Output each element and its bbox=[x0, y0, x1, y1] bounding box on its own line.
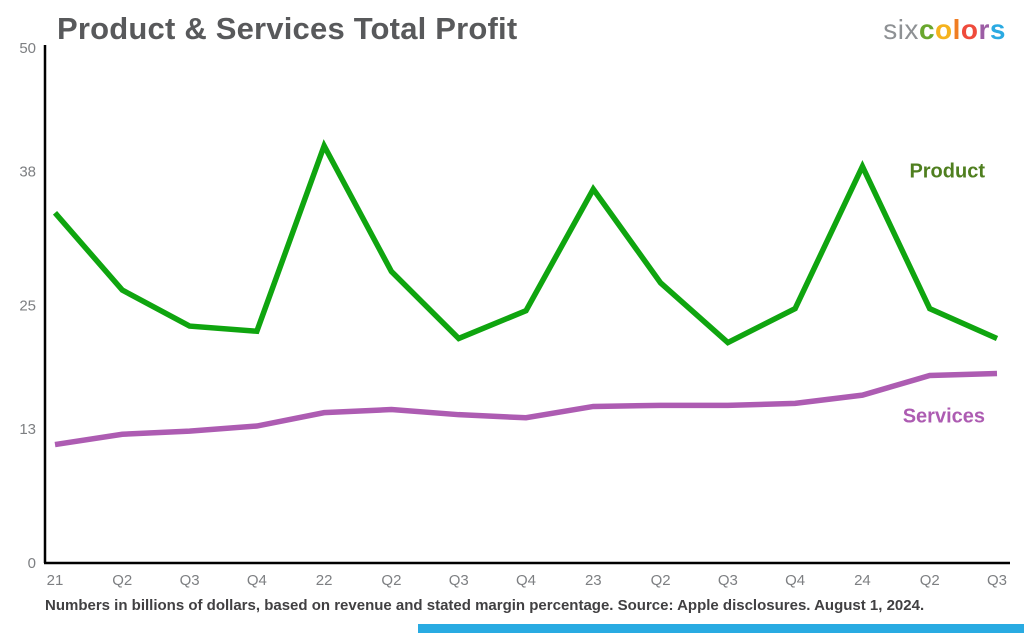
product-series-label: Product bbox=[909, 161, 985, 183]
x-tick-label: 21 bbox=[47, 572, 64, 589]
y-tick-label: 38 bbox=[19, 164, 36, 181]
brand-stripe bbox=[418, 624, 1024, 633]
y-tick-label: 50 bbox=[19, 40, 36, 57]
y-tick-label: 0 bbox=[28, 555, 36, 572]
x-tick-label: Q2 bbox=[112, 572, 132, 589]
x-tick-label: Q4 bbox=[516, 572, 536, 589]
x-tick-label: Q4 bbox=[247, 572, 267, 589]
logo-letter: c bbox=[918, 14, 936, 45]
page-title: Product & Services Total Profit bbox=[57, 11, 518, 46]
x-tick-label: Q3 bbox=[449, 572, 469, 589]
source-caption: Numbers in billions of dollars, based on… bbox=[45, 597, 925, 614]
x-tick-label: Q2 bbox=[920, 572, 940, 589]
logo-letter: s bbox=[989, 14, 1006, 45]
logo-letter: l bbox=[952, 14, 961, 45]
logo-colored-letters: colors bbox=[919, 14, 1006, 45]
product-line bbox=[52, 139, 999, 346]
sixcolors-logo: sixcolors bbox=[883, 14, 1006, 46]
y-tick-label: 13 bbox=[19, 421, 36, 438]
x-tick-label: Q2 bbox=[651, 572, 671, 589]
x-tick-label: Q3 bbox=[718, 572, 738, 589]
x-tick-label: Q4 bbox=[785, 572, 805, 589]
x-tick-label: 23 bbox=[585, 572, 602, 589]
x-tick-label: Q2 bbox=[381, 572, 401, 589]
logo-letter: r bbox=[978, 14, 990, 45]
services-line bbox=[54, 370, 998, 448]
x-tick-label: 24 bbox=[854, 572, 871, 589]
logo-prefix: six bbox=[883, 14, 919, 45]
x-tick-label: 22 bbox=[316, 572, 333, 589]
logo-letter: o bbox=[935, 14, 953, 45]
x-tick-label: Q3 bbox=[987, 572, 1007, 589]
logo-letter: o bbox=[960, 14, 979, 45]
y-tick-label: 25 bbox=[19, 298, 36, 315]
services-series-label: Services bbox=[903, 406, 985, 428]
x-tick-label: Q3 bbox=[180, 572, 200, 589]
